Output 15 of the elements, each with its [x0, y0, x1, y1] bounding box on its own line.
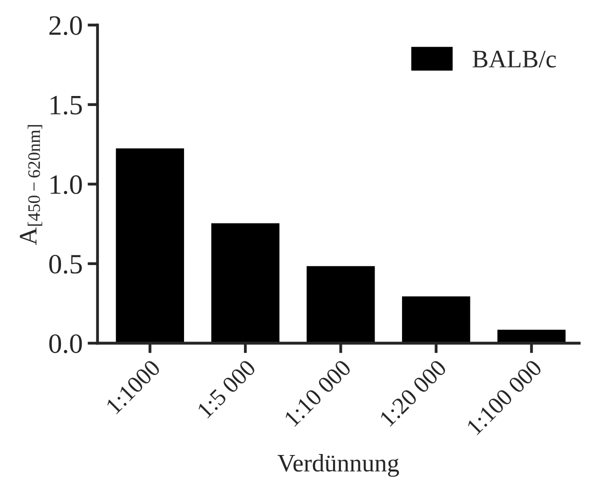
x-tick-label: 1:5 000 [196, 358, 257, 419]
y-tick-label: 2.0 [49, 16, 82, 36]
legend-label: BALB/c [472, 50, 556, 68]
x-axis-title: Verdünnung [278, 454, 399, 477]
y-tick-label: 0.5 [49, 254, 82, 274]
y-tick-label: 0.0 [49, 334, 82, 354]
x-tick-label: 1:10 000 [284, 358, 352, 428]
y-axis-title: A$_{[450−620nm]}$ [20, 125, 42, 245]
x-tick-label: 1:20 000 [379, 358, 448, 428]
bar [306, 266, 375, 344]
y-tick-label: 1.0 [50, 175, 82, 194]
y-tick-label: 1.5 [50, 96, 82, 115]
bar [116, 148, 184, 344]
bar [211, 223, 280, 344]
bar [402, 296, 470, 344]
